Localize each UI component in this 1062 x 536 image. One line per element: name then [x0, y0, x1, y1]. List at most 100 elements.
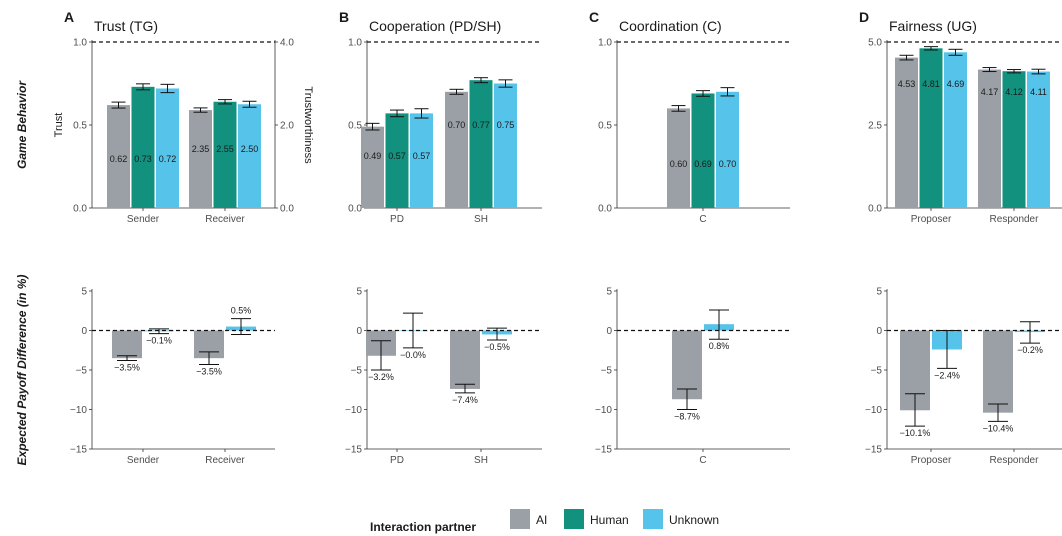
bar — [1027, 71, 1050, 208]
y2-tick-label: 0.0 — [280, 204, 294, 215]
legend-swatch-ai — [510, 509, 530, 529]
y-tick-label: −5 — [351, 366, 363, 377]
bar — [944, 52, 967, 209]
bar — [189, 110, 212, 208]
y-tick-label: −15 — [595, 445, 612, 456]
data-label: 0.72 — [159, 154, 177, 164]
x-tick-label: Receiver — [205, 455, 245, 466]
panel-top-2: 0.0 0.5 1.0 B Cooperation (PD/SH) 0.49 0.70 0.5… — [339, 9, 542, 225]
y-tick-label: 5 — [356, 287, 362, 298]
panel-bottom-4: −15 −10 −5 0 5 −10.1% −10.4% −2.4% −0.2% Proposer… — [865, 287, 1062, 466]
panel-title: Cooperation (PD/SH) — [369, 18, 501, 34]
data-label: −0.2% — [1017, 345, 1043, 355]
bar — [978, 69, 1001, 208]
y-tick-label: −15 — [70, 445, 87, 456]
y-tick-label: −15 — [865, 445, 882, 456]
panel-top-4: 0.0 2.5 5.0 D Fairness (UG) 4.53 4.17 4.81 4.12 4… — [859, 9, 1062, 225]
x-tick-label: SH — [474, 455, 488, 466]
y2-tick-label: 4.0 — [280, 38, 294, 49]
data-label: 0.60 — [670, 159, 688, 169]
bar — [672, 330, 702, 400]
y-tick-label: −5 — [871, 366, 883, 377]
data-label: −0.5% — [484, 342, 510, 352]
y-tick-label: 5 — [606, 287, 612, 298]
bar — [919, 48, 943, 208]
data-label: 2.50 — [241, 144, 259, 154]
bar — [691, 93, 715, 208]
y-tick-label: 0 — [81, 326, 87, 337]
data-label: 0.62 — [110, 154, 128, 164]
x-tick-label: Receiver — [205, 214, 245, 225]
data-label: 2.55 — [216, 144, 234, 154]
legend-label-unknown: Unknown — [669, 513, 719, 527]
bar — [107, 105, 130, 208]
data-label: 0.8% — [709, 341, 730, 351]
panel-bottom-2: −15 −10 −5 0 5 −3.2% −7.4% −0.0% −0.5% PD SH — [345, 287, 542, 466]
data-label: −0.1% — [146, 336, 172, 346]
y-tick-label: 0.5 — [348, 121, 362, 132]
y-tick-label: −10 — [595, 405, 612, 416]
y-tick-label: −10 — [345, 405, 362, 416]
bar — [716, 91, 739, 208]
y-axis-label: Trust — [53, 113, 65, 138]
data-label: −0.0% — [400, 350, 426, 360]
x-tick-label: PD — [390, 455, 404, 466]
x-tick-label: PD — [390, 214, 404, 225]
bar — [213, 101, 237, 208]
data-label: 4.81 — [922, 79, 940, 89]
y-tick-label: 1.0 — [73, 38, 87, 49]
data-label: 0.77 — [472, 120, 490, 130]
panel-letter: D — [859, 9, 869, 25]
data-label: −3.2% — [368, 372, 394, 382]
data-label: 0.69 — [694, 159, 712, 169]
y-tick-label: 0.0 — [73, 204, 87, 215]
row-label-bottom: Expected Payoff Difference (in %) — [15, 275, 29, 466]
bar — [1002, 71, 1026, 208]
data-label: 2.35 — [192, 144, 210, 154]
data-label: 4.17 — [981, 87, 999, 97]
bar — [131, 86, 155, 208]
data-label: 4.12 — [1005, 87, 1023, 97]
bar — [494, 83, 517, 208]
y-tick-label: −10 — [865, 405, 882, 416]
y-tick-label: 5.0 — [868, 38, 882, 49]
data-label: 0.5% — [231, 306, 252, 316]
data-label: 0.57 — [413, 151, 431, 161]
y-tick-label: 0.0 — [598, 204, 612, 215]
bar — [450, 330, 480, 389]
y-tick-label: 0.5 — [598, 121, 612, 132]
data-label: 4.69 — [947, 79, 965, 89]
y-tick-label: 0.0 — [868, 204, 882, 215]
panel-top-3: 0.0 0.5 1.0 C Coordination (C) 0.60 0.69 0.70 C — [589, 9, 790, 225]
x-tick-label: Proposer — [911, 455, 952, 466]
x-tick-label: Proposer — [911, 214, 952, 225]
bar — [469, 80, 493, 208]
data-label: −3.5% — [196, 366, 222, 376]
y-tick-label: 0 — [876, 326, 882, 337]
x-tick-label: Sender — [127, 214, 160, 225]
panel-title: Coordination (C) — [619, 18, 722, 34]
y2-axis-label: Trustworthiness — [302, 86, 314, 164]
y-tick-label: 0 — [606, 326, 612, 337]
x-tick-label: C — [699, 455, 706, 466]
legend: Interaction partner AI Human Unknown — [370, 509, 719, 534]
panel-letter: B — [339, 9, 349, 25]
bar — [983, 330, 1013, 413]
legend-label-human: Human — [590, 513, 629, 527]
y-tick-label: 5 — [876, 287, 882, 298]
x-tick-label: Responder — [990, 214, 1040, 225]
y-tick-label: 1.0 — [598, 38, 612, 49]
bar — [112, 330, 142, 359]
panel-title: Trust (TG) — [94, 18, 158, 34]
panels: 0.0 0.5 1.0 0.0 2.0 4.0 Trustworthiness Trust A T… — [53, 9, 1062, 466]
x-tick-label: Responder — [990, 455, 1040, 466]
data-label: −2.4% — [934, 370, 960, 380]
panel-bottom-1: −15 −10 −5 0 5 −3.5% −3.5% −0.1% 0.5% Sender Recei… — [70, 287, 275, 466]
y-tick-label: −5 — [601, 366, 613, 377]
bar — [410, 113, 433, 208]
y-tick-label: −15 — [345, 445, 362, 456]
legend-swatch-unknown — [643, 509, 663, 529]
bar — [895, 57, 918, 208]
data-label: 4.11 — [1030, 87, 1047, 97]
bar — [667, 108, 690, 208]
